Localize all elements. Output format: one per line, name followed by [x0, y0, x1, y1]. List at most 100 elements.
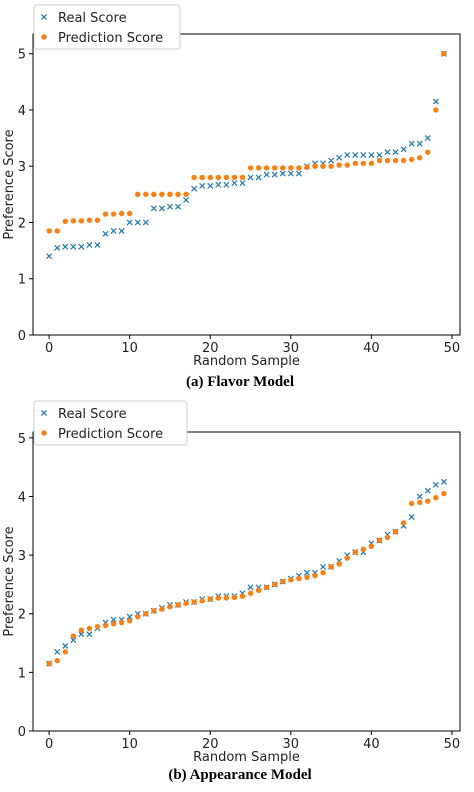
data-point-prediction-score [344, 555, 350, 561]
data-point-real-score [102, 230, 109, 237]
data-point-prediction-score [288, 165, 294, 171]
data-point-prediction-score [328, 163, 334, 169]
data-point-real-score [126, 219, 133, 226]
data-point-real-score [231, 180, 238, 187]
data-point-real-score [287, 170, 294, 177]
legend: Real Score Prediction Score [33, 400, 188, 446]
data-point-prediction-score [126, 618, 133, 624]
data-point-real-score [416, 140, 423, 147]
x-tick-label: 20 [202, 341, 219, 356]
y-tick-label: 2 [18, 216, 26, 231]
data-point-real-score [408, 140, 415, 147]
data-point-prediction-score [183, 600, 189, 606]
legend-box [33, 400, 188, 446]
data-point-real-score [54, 244, 61, 251]
data-point-prediction-score [191, 599, 197, 605]
x-tick-label: 50 [444, 341, 461, 356]
data-point-prediction-score [392, 157, 399, 164]
data-point-prediction-score [167, 191, 173, 198]
series-real-score [46, 50, 447, 260]
data-point-prediction-score [54, 228, 60, 234]
legend-marker-real-score [40, 13, 48, 21]
data-point-prediction-score [207, 596, 213, 602]
data-point-real-score [110, 227, 117, 234]
data-point-real-score [263, 171, 270, 178]
x-tick-label: 40 [363, 341, 380, 356]
data-point-real-score [62, 243, 69, 250]
data-point-real-score [70, 243, 77, 250]
data-point-prediction-score [296, 575, 302, 582]
data-point-prediction-score [441, 490, 447, 497]
data-point-prediction-score [94, 217, 101, 223]
data-point-prediction-score [207, 174, 213, 181]
y-tick-label: 4 [18, 490, 26, 505]
data-point-prediction-score [135, 613, 141, 620]
legend: Real Score Prediction Score [33, 4, 181, 50]
data-point-prediction-score [167, 604, 173, 610]
data-point-prediction-score [78, 218, 85, 224]
data-point-real-score [223, 181, 230, 188]
y-tick-label: 3 [18, 549, 26, 564]
legend-label: Real Score [58, 407, 127, 422]
data-point-real-score [440, 478, 447, 485]
data-point-real-score [126, 613, 133, 620]
data-point-real-score [416, 493, 423, 500]
data-point-prediction-score [441, 50, 447, 57]
data-point-prediction-score [110, 621, 117, 627]
y-tick-label: 5 [18, 432, 26, 447]
data-point-real-score [199, 182, 206, 189]
series-prediction-score [46, 50, 447, 234]
data-point-prediction-score [151, 608, 157, 614]
data-point-real-score [86, 631, 93, 638]
data-point-prediction-score [263, 165, 270, 171]
data-point-prediction-score [159, 191, 165, 198]
data-point-real-score [110, 616, 117, 623]
data-point-real-score [247, 584, 254, 591]
data-point-prediction-score [70, 218, 76, 224]
data-point-prediction-score [417, 499, 423, 506]
data-point-prediction-score [215, 174, 222, 181]
data-point-prediction-score [135, 191, 141, 198]
data-point-prediction-score [247, 165, 254, 171]
data-point-prediction-score [247, 590, 254, 596]
data-point-real-score [118, 227, 125, 234]
data-point-prediction-score [384, 534, 391, 541]
legend-label: Real Score [58, 11, 127, 26]
data-point-prediction-score [400, 157, 407, 164]
data-point-real-score [78, 243, 85, 250]
x-tick-label: 0 [45, 341, 53, 356]
data-point-prediction-score [94, 623, 101, 630]
data-point-prediction-score [46, 228, 52, 234]
data-point-prediction-score [118, 619, 125, 626]
data-point-prediction-score [425, 149, 431, 155]
data-point-prediction-score [231, 594, 238, 601]
data-point-prediction-score [118, 210, 125, 217]
data-point-prediction-score [70, 633, 76, 639]
data-point-prediction-score [110, 211, 117, 217]
data-point-prediction-score [408, 156, 415, 163]
data-point-prediction-score [102, 211, 109, 217]
data-point-prediction-score [336, 162, 342, 168]
data-point-prediction-score [288, 577, 294, 583]
data-point-prediction-score [223, 595, 230, 601]
data-point-prediction-score [328, 564, 334, 570]
data-point-prediction-score [376, 157, 383, 164]
y-tick-label: 3 [18, 160, 26, 175]
data-point-prediction-score [199, 598, 205, 604]
data-point-prediction-score [352, 549, 358, 555]
data-point-real-score [191, 185, 198, 192]
data-point-real-score [328, 157, 335, 164]
data-point-real-score [424, 487, 431, 494]
legend-label: Prediction Score [58, 427, 163, 442]
data-point-real-score [392, 149, 399, 156]
data-point-prediction-score [191, 174, 197, 181]
data-point-prediction-score [175, 191, 181, 198]
data-point-prediction-score [175, 602, 181, 608]
data-point-prediction-score [360, 160, 367, 167]
data-point-prediction-score [159, 606, 165, 612]
data-point-real-score [376, 151, 383, 158]
data-point-real-score [150, 205, 157, 212]
data-point-prediction-score [280, 165, 286, 171]
data-point-real-score [303, 569, 310, 576]
data-point-prediction-score [239, 593, 246, 599]
